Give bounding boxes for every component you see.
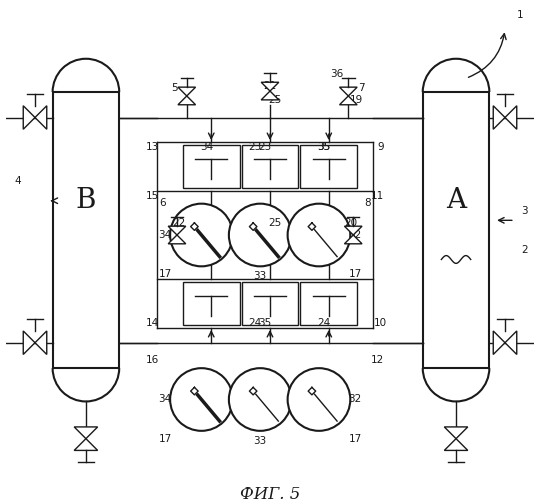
Polygon shape bbox=[35, 106, 47, 129]
Text: 34: 34 bbox=[200, 142, 213, 152]
Bar bbox=[183, 282, 240, 325]
Text: 25: 25 bbox=[268, 95, 281, 105]
Polygon shape bbox=[261, 82, 279, 91]
Text: 12: 12 bbox=[371, 356, 384, 366]
Text: 14: 14 bbox=[146, 318, 159, 328]
Text: 17: 17 bbox=[348, 269, 362, 279]
Text: 1: 1 bbox=[516, 10, 523, 20]
Text: 23: 23 bbox=[259, 142, 272, 152]
Text: 10: 10 bbox=[374, 318, 387, 328]
Polygon shape bbox=[191, 388, 198, 395]
Bar bbox=[52, 92, 119, 368]
Polygon shape bbox=[345, 235, 362, 244]
Circle shape bbox=[170, 368, 233, 431]
Text: 4: 4 bbox=[14, 176, 21, 186]
Polygon shape bbox=[444, 438, 468, 450]
Text: 33: 33 bbox=[254, 271, 267, 281]
Text: B: B bbox=[76, 187, 96, 214]
Bar bbox=[423, 92, 489, 368]
Polygon shape bbox=[191, 223, 198, 230]
Polygon shape bbox=[249, 388, 257, 395]
Circle shape bbox=[229, 368, 292, 431]
Text: 19: 19 bbox=[349, 95, 363, 105]
Polygon shape bbox=[493, 331, 505, 354]
Polygon shape bbox=[505, 106, 517, 129]
Text: 35: 35 bbox=[317, 142, 330, 152]
Polygon shape bbox=[493, 106, 505, 129]
Polygon shape bbox=[178, 87, 195, 96]
Polygon shape bbox=[340, 96, 357, 105]
Text: 24: 24 bbox=[249, 318, 262, 328]
Text: 9: 9 bbox=[377, 142, 384, 152]
Text: 20: 20 bbox=[345, 218, 358, 228]
Polygon shape bbox=[23, 331, 35, 354]
Polygon shape bbox=[345, 226, 362, 235]
Text: 17: 17 bbox=[159, 434, 172, 444]
Text: 3: 3 bbox=[521, 206, 528, 216]
Text: 17: 17 bbox=[159, 269, 172, 279]
Text: 32: 32 bbox=[348, 230, 362, 240]
Text: 32: 32 bbox=[348, 394, 362, 404]
Text: 22: 22 bbox=[172, 218, 186, 228]
Text: 34: 34 bbox=[159, 230, 172, 240]
Text: 35: 35 bbox=[259, 318, 272, 328]
Polygon shape bbox=[308, 388, 316, 395]
Circle shape bbox=[288, 368, 350, 431]
Text: 35: 35 bbox=[317, 142, 330, 152]
Text: 17: 17 bbox=[348, 434, 362, 444]
Text: ФИГ. 5: ФИГ. 5 bbox=[240, 486, 300, 500]
Text: A: A bbox=[446, 187, 466, 214]
Text: 36: 36 bbox=[330, 70, 343, 80]
Polygon shape bbox=[23, 106, 35, 129]
Text: 13: 13 bbox=[146, 142, 159, 152]
Polygon shape bbox=[249, 223, 257, 230]
Bar bbox=[241, 282, 299, 325]
Text: 33: 33 bbox=[254, 436, 267, 446]
Circle shape bbox=[170, 204, 233, 266]
Text: 6: 6 bbox=[159, 198, 166, 207]
Text: 2: 2 bbox=[521, 244, 528, 254]
Polygon shape bbox=[340, 87, 357, 96]
Polygon shape bbox=[178, 96, 195, 105]
Bar bbox=[300, 145, 357, 188]
Circle shape bbox=[229, 204, 292, 266]
Bar bbox=[241, 145, 299, 188]
Polygon shape bbox=[308, 223, 316, 230]
Polygon shape bbox=[168, 226, 186, 235]
Text: 24: 24 bbox=[317, 318, 330, 328]
Text: 23: 23 bbox=[249, 142, 262, 152]
Bar bbox=[183, 145, 240, 188]
Text: 16: 16 bbox=[146, 356, 159, 366]
Polygon shape bbox=[444, 427, 468, 438]
Text: 7: 7 bbox=[357, 83, 364, 93]
Text: 15: 15 bbox=[146, 191, 159, 201]
Polygon shape bbox=[74, 438, 98, 450]
Text: 34: 34 bbox=[159, 394, 172, 404]
Text: 8: 8 bbox=[364, 198, 371, 207]
Polygon shape bbox=[168, 235, 186, 244]
Text: 25: 25 bbox=[268, 218, 281, 228]
Polygon shape bbox=[74, 427, 98, 438]
Polygon shape bbox=[261, 91, 279, 100]
Text: 5: 5 bbox=[171, 83, 177, 93]
Bar bbox=[300, 282, 357, 325]
Text: 21: 21 bbox=[264, 81, 276, 91]
Polygon shape bbox=[505, 331, 517, 354]
Text: 11: 11 bbox=[371, 191, 384, 201]
Circle shape bbox=[288, 204, 350, 266]
Polygon shape bbox=[35, 331, 47, 354]
